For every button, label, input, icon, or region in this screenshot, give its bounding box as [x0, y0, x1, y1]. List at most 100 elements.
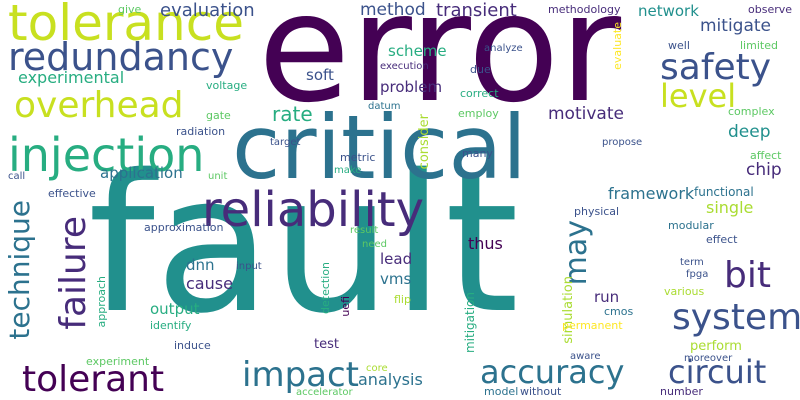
- word-cmos: cmos: [604, 305, 634, 318]
- word-give: give: [118, 3, 142, 16]
- word-need: need: [362, 239, 387, 250]
- word-accuracy: accuracy: [480, 353, 625, 391]
- word-problem: problem: [380, 78, 443, 96]
- word-input: input: [236, 261, 262, 272]
- word-number: number: [660, 385, 703, 398]
- word-modular: modular: [668, 219, 714, 232]
- word-permanent: permanent: [562, 319, 623, 332]
- word-lead: lead: [380, 250, 413, 268]
- word-propose: propose: [602, 137, 643, 148]
- word-uefi: uefi: [339, 296, 352, 317]
- word-radiation: radiation: [176, 125, 226, 138]
- word-reliability: reliability: [202, 182, 424, 238]
- word-soft: soft: [306, 66, 334, 84]
- word-test: test: [314, 337, 339, 352]
- word-complex: complex: [728, 105, 775, 118]
- word-mitigate: mitigate: [700, 16, 772, 36]
- word-chip: chip: [746, 160, 782, 180]
- word-methodology: methodology: [548, 3, 621, 16]
- word-correct: correct: [460, 87, 499, 100]
- word-affect: affect: [750, 149, 782, 162]
- word-execution: execution: [380, 61, 429, 72]
- word-experiment: experiment: [86, 355, 150, 368]
- word-technique: technique: [3, 200, 36, 340]
- word-bit: bit: [724, 255, 771, 296]
- word-error: error: [258, 0, 622, 136]
- word-thus: thus: [468, 234, 503, 253]
- word-network: network: [638, 2, 699, 20]
- word-unit: unit: [208, 171, 228, 182]
- word-safety: safety: [660, 47, 772, 88]
- word-without: without: [520, 385, 562, 398]
- word-deep: deep: [728, 122, 771, 142]
- word-functional: functional: [694, 185, 754, 199]
- word-analyze: analyze: [484, 43, 523, 54]
- word-voltage: voltage: [206, 79, 248, 92]
- word-framework: framework: [608, 184, 695, 203]
- word-perform: perform: [690, 339, 742, 354]
- word-result: result: [350, 225, 379, 236]
- word-run: run: [594, 288, 620, 306]
- word-evaluation: evaluation: [160, 0, 255, 21]
- word-cause: cause: [186, 274, 233, 293]
- word-limited: limited: [740, 39, 778, 52]
- word-effect: effect: [706, 233, 738, 246]
- word-level: level: [660, 77, 737, 115]
- word-term: term: [680, 257, 704, 268]
- word-circuit: circuit: [668, 353, 767, 391]
- word-fault: fault: [88, 134, 520, 355]
- word-many: many: [462, 147, 493, 160]
- word-single: single: [706, 198, 754, 217]
- word-vms: vms: [380, 270, 412, 288]
- word-failure: failure: [53, 216, 94, 330]
- word-accelerator: accelerator: [296, 387, 353, 398]
- word-call: call: [8, 171, 26, 182]
- word-employ: employ: [458, 107, 499, 120]
- word-dnn: dnn: [186, 256, 215, 274]
- word-model: model: [484, 385, 519, 398]
- word-critical: critical: [232, 96, 527, 199]
- word-effective: effective: [48, 187, 96, 200]
- word-approach: approach: [95, 276, 108, 328]
- word-detection: detection: [319, 262, 332, 314]
- word-gate: gate: [206, 109, 231, 122]
- word-rate: rate: [272, 102, 313, 126]
- word-approximation: approximation: [144, 221, 224, 234]
- word-aware: aware: [570, 351, 601, 362]
- word-tolerance: tolerance: [8, 0, 244, 52]
- word-system: system: [672, 297, 800, 338]
- word-transient: transient: [436, 0, 517, 21]
- word-well: well: [668, 39, 690, 52]
- word-tolerant: tolerant: [22, 359, 165, 400]
- word-physical: physical: [574, 205, 620, 218]
- word-moreover: moreover: [684, 353, 733, 364]
- word-mitigation: mitigation: [463, 292, 477, 354]
- word-datum: datum: [368, 101, 401, 112]
- word-target: target: [270, 137, 301, 148]
- word-impact: impact: [242, 355, 360, 395]
- word-method: method: [360, 0, 426, 20]
- word-redundancy: redundancy: [8, 35, 234, 79]
- word-observe: observe: [748, 3, 793, 16]
- word-metric: metric: [340, 151, 376, 164]
- word-due: due: [470, 63, 491, 76]
- word-application: application: [100, 164, 183, 182]
- word-scheme: scheme: [388, 42, 447, 60]
- word-identify: identify: [150, 319, 192, 332]
- word-core: core: [366, 363, 388, 374]
- word-output: output: [150, 300, 200, 318]
- word-fpga: fpga: [686, 269, 709, 280]
- word-simulation: simulation: [561, 276, 576, 344]
- word-make: make: [334, 165, 362, 176]
- word-overhead: overhead: [14, 85, 184, 126]
- word-experimental: experimental: [18, 68, 125, 87]
- word-motivate: motivate: [548, 104, 624, 124]
- word-consider: consider: [417, 114, 432, 170]
- word-induce: induce: [174, 339, 211, 352]
- word-various: various: [664, 285, 705, 298]
- word-injection: injection: [8, 128, 205, 182]
- word-evaluate: evaluate: [611, 22, 624, 70]
- word-flip: flip: [394, 293, 411, 306]
- word-analysis: analysis: [358, 370, 423, 389]
